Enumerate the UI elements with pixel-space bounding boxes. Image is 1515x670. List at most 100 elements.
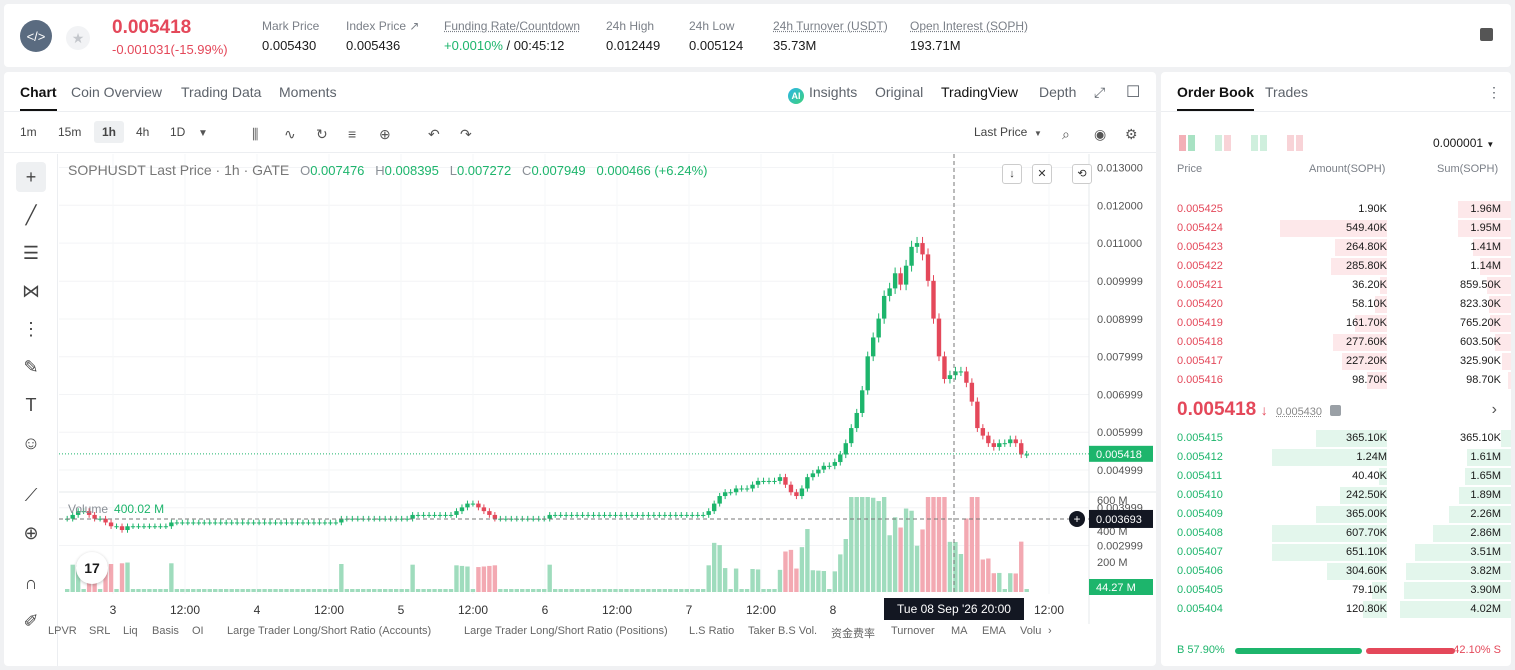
pencil-lock-icon[interactable]: ✐ <box>23 611 39 631</box>
indicator-oi[interactable]: OI <box>192 625 204 637</box>
camera-icon[interactable]: ◉ <box>1094 126 1107 142</box>
orderbook-row[interactable]: 0.005417 227.20K 325.90K <box>1161 352 1511 371</box>
more-icon[interactable]: ⋮ <box>1487 84 1501 100</box>
indicator-ls-ratio[interactable]: L.S Ratio <box>689 625 735 637</box>
orderbook-row[interactable]: 0.005415 365.10K 365.10K <box>1161 429 1511 448</box>
view-depth[interactable]: Depth <box>1039 84 1077 100</box>
expand-icon[interactable]: ⤢ <box>1094 84 1106 100</box>
magnet-icon[interactable]: ∩ <box>24 573 38 593</box>
volume-bar <box>563 589 569 592</box>
chevron-right-icon[interactable]: › <box>1048 625 1052 637</box>
tab-order-book[interactable]: Order Book <box>1177 84 1255 111</box>
orderbook-row[interactable]: 0.005407 651.10K 3.51M <box>1161 543 1511 562</box>
indicator-taker-vol[interactable]: Taker B.S Vol. <box>748 625 818 637</box>
timeframe-4h[interactable]: 4h <box>136 125 150 139</box>
timeframe-1h[interactable]: 1h <box>94 121 125 143</box>
orderbook-row[interactable]: 0.005424 549.40K 1.95M <box>1161 219 1511 238</box>
brush-icon[interactable]: ✎ <box>23 357 39 377</box>
fib-lines-icon[interactable]: ☰ <box>22 243 40 263</box>
orderbook-row[interactable]: 0.005406 304.60K 3.82M <box>1161 562 1511 581</box>
book-icon[interactable] <box>1480 28 1493 41</box>
tab-moments[interactable]: Moments <box>279 84 337 100</box>
orderbook-row[interactable]: 0.005408 607.70K 2.86M <box>1161 524 1511 543</box>
orderbook-row[interactable]: 0.005405 79.10K 3.90M <box>1161 581 1511 600</box>
orderbook-row[interactable]: 0.005409 365.00K 2.26M <box>1161 505 1511 524</box>
tab-chart[interactable]: Chart <box>20 84 57 111</box>
pattern-icon[interactable]: ⋈ <box>22 281 40 301</box>
indicator-turnover[interactable]: Turnover <box>891 625 935 637</box>
view-original[interactable]: Original <box>875 84 924 100</box>
indicator-liq[interactable]: Liq <box>123 625 138 637</box>
chevron-down-icon[interactable]: ▼ <box>1034 129 1042 138</box>
orderbook-row[interactable]: 0.005423 264.80K 1.41M <box>1161 238 1511 257</box>
search-icon[interactable]: ⌕ <box>1062 126 1070 142</box>
scroll-down-icon[interactable]: ↓ <box>1002 164 1022 184</box>
timeframe-15m[interactable]: 15m <box>58 125 82 139</box>
window-icon[interactable]: ☐ <box>1126 84 1141 101</box>
timeframe-dropdown-icon[interactable]: ▼ <box>198 128 208 139</box>
indicator-funding[interactable]: 资金费率 <box>831 628 875 640</box>
both-sides-icon[interactable] <box>1179 135 1195 151</box>
asks-only-icon[interactable] <box>1287 135 1303 151</box>
orderbook-row[interactable]: 0.005404 120.80K 4.02M <box>1161 600 1511 619</box>
indicator-volume[interactable]: Volu <box>1020 625 1042 637</box>
redo-icon[interactable]: ↷ <box>460 126 472 142</box>
indicator-lpvr[interactable]: LPVR <box>48 625 77 637</box>
trendline-icon[interactable]: ╱ <box>25 205 37 225</box>
gear-icon[interactable]: ⚙ <box>1125 126 1138 142</box>
undo-icon[interactable]: ↶ <box>428 126 440 142</box>
stat-label[interactable]: Index Price ↗ <box>346 19 420 33</box>
candlestick-chart[interactable]: 0.013000 0.012000 0.011000 0.009999 0.008999… <box>59 154 1156 624</box>
precision-select[interactable]: 0.000001 ▼ <box>1433 136 1494 150</box>
indicator-ema[interactable]: EMA <box>982 625 1006 637</box>
orderbook-row[interactable]: 0.005419 161.70K 765.20K <box>1161 314 1511 333</box>
mid-price-row[interactable]: 0.005418 ↓ 0.005430 › <box>1177 399 1497 423</box>
indicator-basis[interactable]: Basis <box>152 625 179 637</box>
zoom-in-icon[interactable]: ⊕ <box>23 523 39 543</box>
candle-type-icon[interactable]: ⫼ <box>252 126 259 142</box>
orderbook-row[interactable]: 0.005425 1.90K 1.96M <box>1161 200 1511 219</box>
ruler-icon[interactable]: ⟋ <box>24 485 38 505</box>
indicator-lt-accounts[interactable]: Large Trader Long/Short Ratio (Accounts) <box>227 625 432 637</box>
orderbook-row[interactable]: 0.005411 40.40K 1.65M <box>1161 467 1511 486</box>
bids-only-icon[interactable] <box>1251 135 1267 151</box>
candle-body <box>755 480 761 485</box>
orderbook-row[interactable]: 0.005410 242.50K 1.89M <box>1161 486 1511 505</box>
tab-coin-overview[interactable]: Coin Overview <box>71 84 163 100</box>
indicators-icon[interactable]: ∿ <box>284 126 296 142</box>
add-alert-icon[interactable]: ⊕ <box>379 126 391 142</box>
timeframe-1m[interactable]: 1m <box>20 125 37 139</box>
orderbook-row[interactable]: 0.005422 285.80K 1.14M <box>1161 257 1511 276</box>
view-insights[interactable]: AI Insights <box>788 84 857 104</box>
row-sum: 1.89M <box>1470 489 1501 501</box>
reset-icon[interactable]: ⟲ <box>1072 164 1092 184</box>
favorite-star-icon[interactable]: ★ <box>66 26 90 50</box>
indicator-lt-positions[interactable]: Large Trader Long/Short Ratio (Positions… <box>464 625 668 637</box>
view-tradingview[interactable]: TradingView <box>941 84 1019 100</box>
orderbook-row[interactable]: 0.005421 36.20K 859.50K <box>1161 276 1511 295</box>
indicator-ma[interactable]: MA <box>951 625 968 637</box>
volume-bar <box>158 589 163 592</box>
tab-trades[interactable]: Trades <box>1265 84 1309 100</box>
chevron-right-icon[interactable]: › <box>1491 401 1497 418</box>
collapse-icon[interactable]: ✕ <box>1032 164 1052 184</box>
emoji-icon[interactable]: ☺ <box>21 433 41 453</box>
orderbook-row[interactable]: 0.005418 277.60K 603.50K <box>1161 333 1511 352</box>
orderbook-row[interactable]: 0.005416 98.70K 98.70K <box>1161 371 1511 390</box>
price-type-select[interactable]: Last Price <box>974 125 1028 139</box>
tradingview-logo[interactable]: 17 <box>76 552 108 584</box>
orderbook-row[interactable]: 0.005412 1.24M 1.61M <box>1161 448 1511 467</box>
tab-trading-data[interactable]: Trading Data <box>181 84 262 100</box>
both-sides-alt-icon[interactable] <box>1215 135 1231 151</box>
timeframe-1d[interactable]: 1D <box>170 125 186 139</box>
projection-icon[interactable]: ⋮ <box>22 319 40 339</box>
crosshair-icon[interactable]: + <box>16 162 46 192</box>
stat-index-price[interactable]: Index Price ↗ 0.005436 <box>346 19 419 53</box>
stat-label[interactable]: Funding Rate/Countdown <box>444 19 581 33</box>
replay-icon[interactable]: ↻ <box>316 126 328 142</box>
templates-icon[interactable]: ≡ <box>348 126 357 142</box>
orderbook-row[interactable]: 0.005420 58.10K 823.30K <box>1161 295 1511 314</box>
text-icon[interactable]: T <box>25 395 37 415</box>
volume-bar <box>931 497 936 592</box>
indicator-srl[interactable]: SRL <box>89 625 111 637</box>
